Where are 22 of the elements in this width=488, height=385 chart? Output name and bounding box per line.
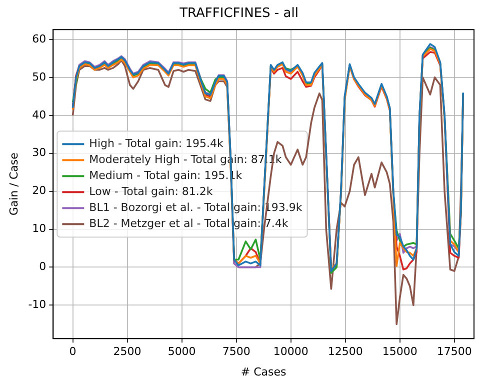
x-axis-title: # Cases [240, 365, 287, 378]
x-tick-label: 5000 [168, 345, 196, 358]
legend-label: BL2 - Metzger et al - Total gain: 7.4k [89, 216, 289, 230]
x-tick-label: 7500 [222, 345, 250, 358]
legend-label: Low - Total gain: 81.2k [89, 184, 214, 198]
y-tick-label: 50 [32, 70, 46, 84]
x-tick-label: 10000 [273, 345, 308, 358]
x-tick-label: 15000 [382, 345, 418, 358]
y-tick-label: 20 [32, 184, 46, 198]
y-tick-label: 10 [32, 222, 46, 236]
legend-label: High - Total gain: 195.4k [89, 136, 224, 150]
y-tick-label: 30 [32, 146, 46, 160]
y-tick-label: 60 [32, 32, 46, 46]
x-tick-label: 17500 [436, 345, 472, 358]
x-tick-label: 12500 [328, 345, 363, 358]
y-tick-label: 40 [32, 108, 46, 122]
y-tick-label: -10 [28, 298, 46, 312]
x-tick-label: 0 [69, 345, 76, 358]
y-tick-label: 0 [39, 260, 46, 274]
y-axis-title: Gain / Case [7, 152, 20, 216]
x-tick-label: 2500 [113, 345, 142, 358]
chart-title: TRAFFICFINES - all [178, 6, 298, 22]
